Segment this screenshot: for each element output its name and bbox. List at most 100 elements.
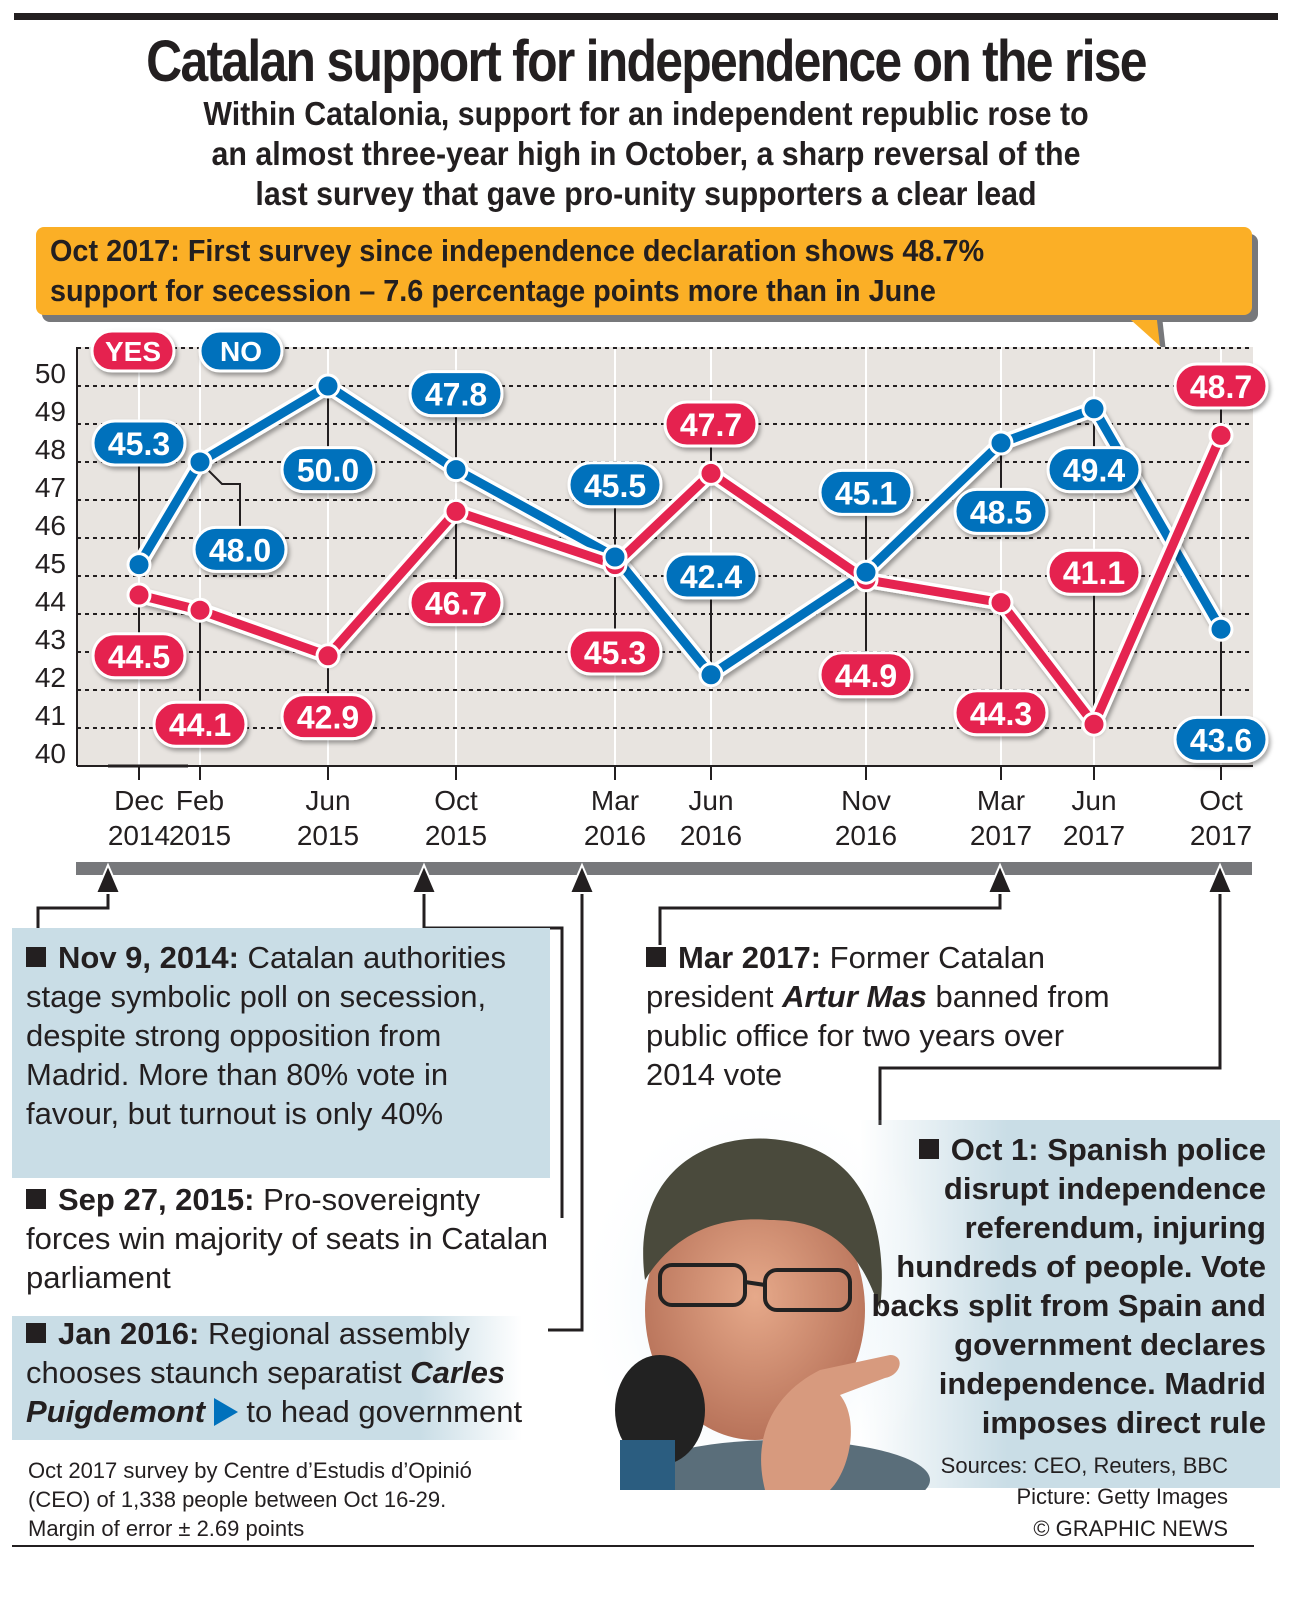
x-tick-month: Nov	[841, 785, 891, 816]
arrow-up-icon	[568, 862, 596, 894]
x-tick-month: Dec	[114, 785, 164, 816]
event-date: Oct 1:	[950, 1132, 1039, 1167]
x-tick-year: 2015	[297, 820, 359, 851]
data-label-no: 43.6	[1190, 722, 1252, 758]
data-label-yes: 45.3	[584, 635, 646, 671]
data-label-pill-yes	[818, 651, 914, 699]
event-box-nov-2014	[12, 928, 550, 1178]
x-tick-month: Jun	[688, 785, 733, 816]
y-tick-label: 42	[35, 662, 66, 693]
event-date: Sep 27, 2015:	[58, 1182, 255, 1217]
page-title: Catalan support for independence on the …	[146, 29, 1147, 94]
data-label-pill-yes	[1046, 548, 1142, 596]
photo-microphone	[615, 1355, 705, 1465]
x-tick-year: 2017	[970, 820, 1032, 851]
y-tick-label: 40	[35, 738, 66, 769]
bullet-square-icon	[918, 1139, 939, 1159]
data-label-yes: 47.7	[680, 407, 742, 443]
event-text: Former Catalan president	[646, 940, 1045, 1014]
data-label-yes: 46.7	[425, 586, 487, 622]
event-date: Jan 2016:	[58, 1316, 200, 1351]
portrait-photo	[590, 1110, 930, 1490]
photo-face	[645, 1180, 865, 1440]
data-point-yes	[698, 460, 724, 486]
y-tick-label: 48	[35, 434, 66, 465]
x-tick-month: Jun	[305, 785, 350, 816]
x-tick-month: Mar	[977, 785, 1025, 816]
event-box-oct-2017	[860, 1120, 1280, 1488]
subtitle-line: an almost three-year high in October, a …	[211, 135, 1081, 172]
person-name: Carles Puigdemont	[26, 1355, 506, 1429]
data-label-no: 50.0	[297, 453, 359, 489]
note-line: Margin of error ± 2.69 points	[28, 1516, 305, 1541]
data-label-pill-no	[1173, 715, 1269, 763]
x-tick-year: 2017	[1190, 820, 1252, 851]
photo-mic-handle	[620, 1440, 675, 1490]
data-label-pill-yes	[152, 700, 248, 748]
data-point-no	[443, 457, 469, 483]
data-label-no: 45.3	[108, 426, 170, 462]
x-tick-month: Jun	[1071, 785, 1116, 816]
callout-text: Oct 2017: First survey since independenc…	[50, 231, 1157, 311]
event-mar-2017: Mar 2017: Former Catalan president Artur…	[646, 938, 1136, 1094]
data-label-pill-no	[818, 468, 914, 516]
data-label-pill-no	[953, 487, 1049, 535]
x-tick-year: 2016	[584, 820, 646, 851]
note-line: (CEO) of 1,338 people between Oct 16-29.	[28, 1487, 447, 1512]
label-leader	[199, 461, 241, 550]
data-point-yes	[315, 643, 341, 669]
data-label-no: 47.8	[425, 377, 487, 413]
event-box-jan-2016	[12, 1316, 522, 1440]
event-date: Nov 9, 2014:	[58, 940, 239, 975]
event-text: Regional assembly chooses staunch separa…	[26, 1316, 470, 1390]
event-nov-2014: Nov 9, 2014: Catalan authorities stage s…	[26, 938, 526, 1133]
data-label-pill-yes	[663, 400, 759, 448]
x-tick-year: 2017	[1063, 820, 1125, 851]
bullet-square-icon	[646, 947, 666, 967]
arrow-up-icon	[94, 862, 122, 894]
event-text: Pro-sovereignty forces win majority of s…	[26, 1182, 549, 1295]
event-text-2: to head government	[237, 1394, 523, 1429]
y-tick-label: 47	[35, 472, 66, 503]
callout-line: Oct 2017: First survey since independenc…	[50, 233, 985, 268]
x-tick-year: 2015	[425, 820, 487, 851]
callout-line: support for secession – 7.6 percentage p…	[50, 273, 936, 308]
data-point-yes	[1081, 711, 1107, 737]
data-point-no	[698, 662, 724, 688]
x-tick-month: Oct	[434, 785, 478, 816]
series-line-yes	[137, 433, 1226, 729]
data-label-yes: 44.1	[169, 707, 231, 743]
arrow-up-icon	[1206, 862, 1234, 894]
data-label-no: 45.5	[584, 468, 646, 504]
photo-hair	[643, 1138, 882, 1310]
photo-glasses-right	[763, 1268, 852, 1312]
y-tick-label: 50	[35, 358, 66, 389]
note-line: Oct 2017 survey by Centre d’Estudis d’Op…	[28, 1458, 472, 1483]
data-label-pill-no	[567, 461, 663, 509]
data-label-pill-no	[91, 419, 187, 467]
data-label-pill-yes	[91, 632, 187, 680]
legend-yes-pill	[90, 329, 176, 373]
event-text: Spanish police disrupt independence refe…	[871, 1132, 1266, 1440]
data-point-no	[602, 544, 628, 570]
person-name: Artur Mas	[782, 979, 927, 1014]
arrow-up-icon	[410, 862, 438, 894]
top-rule	[14, 13, 1278, 20]
connector-dec-2014	[36, 890, 110, 945]
data-label-yes: 44.3	[970, 696, 1032, 732]
event-sep-2015: Sep 27, 2015: Pro-sovereignty forces win…	[26, 1180, 556, 1297]
bullet-square-icon	[26, 1189, 46, 1209]
data-label-no: 49.4	[1063, 453, 1125, 489]
photo-glasses-left	[658, 1263, 747, 1307]
data-label-pill-no	[280, 446, 376, 494]
event-text: Catalan authorities stage symbolic poll …	[26, 940, 507, 1131]
bullet-square-icon	[26, 1323, 46, 1343]
data-label-yes: 41.1	[1063, 555, 1125, 591]
x-tick-month: Mar	[591, 785, 639, 816]
subtitle: Within Catalonia, support for an indepen…	[52, 94, 1241, 214]
pointer-triangle-icon	[213, 1398, 238, 1426]
data-label-pill-yes	[567, 628, 663, 676]
credits: Sources: CEO, Reuters, BBC Picture: Gett…	[941, 1450, 1228, 1512]
data-label-pill-yes	[280, 693, 376, 741]
